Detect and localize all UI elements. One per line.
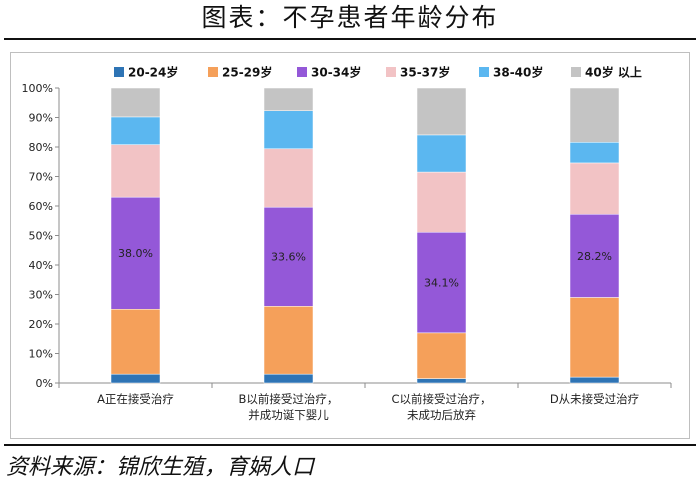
bar-segment [569, 142, 620, 164]
bar-segment [263, 148, 314, 208]
x-category-label: A正在接受治疗 [97, 392, 174, 406]
bar-segment [416, 87, 467, 136]
bar-segment [263, 87, 314, 111]
legend-label: 20-24岁 [128, 65, 178, 80]
x-category-label: C以前接受过治疗， [391, 392, 491, 406]
y-tick-label: 80% [29, 141, 53, 154]
y-tick-label: 70% [29, 171, 53, 184]
legend-label: 35-37岁 [400, 65, 450, 80]
legend-swatch [208, 67, 218, 77]
legend-label: 25-29岁 [222, 65, 272, 80]
bar-segment [569, 297, 620, 378]
y-tick-label: 30% [29, 289, 53, 302]
bar-segment [416, 171, 467, 233]
legend-swatch [479, 67, 489, 77]
page-title: 图表：不孕患者年龄分布 [201, 3, 499, 32]
legend-label: 40岁 以上 [585, 65, 642, 80]
bar-segment [416, 134, 467, 173]
y-tick-label: 20% [29, 318, 53, 331]
legend-swatch [386, 67, 396, 77]
y-tick-label: 60% [29, 200, 53, 213]
legend-label: 38-40岁 [493, 65, 543, 80]
x-category-label: D从未接受过治疗 [550, 392, 639, 406]
y-tick-label: 40% [29, 259, 53, 272]
data-label: 34.1% [424, 277, 459, 290]
bar-segment [110, 116, 161, 145]
chart-frame: 0% 10% 20% 30% 40% 50% 60% 70% 80% 90% 100% 38.0% A正… [10, 52, 690, 439]
stacked-bar-chart: 0% 10% 20% 30% 40% 50% 60% 70% 80% 90% 100% 38.0% A正… [22, 65, 672, 422]
bar-segment [110, 309, 161, 375]
legend-swatch [114, 67, 124, 77]
bar-segment [110, 144, 161, 198]
bar-segment [110, 87, 161, 118]
top-divider [4, 38, 696, 40]
bar-segment [569, 214, 620, 298]
bar-segment [569, 87, 620, 143]
x-category-label: B以前接受过治疗， [239, 392, 339, 406]
bar-segment [110, 373, 161, 384]
bar-segment [416, 332, 467, 379]
legend-label: 30-34岁 [311, 65, 361, 80]
bar-segment [263, 306, 314, 375]
y-tick-label: 10% [29, 348, 53, 361]
data-label: 33.6% [271, 251, 306, 264]
bar-segment [263, 110, 314, 150]
bar-segment [569, 162, 620, 215]
bottom-divider [4, 444, 696, 446]
data-label: 28.2% [577, 250, 612, 263]
bar-segment [416, 378, 467, 384]
source-note: 资料来源：锦欣生殖，育娲人口 [6, 455, 315, 480]
y-tick-label: 0% [36, 377, 53, 390]
data-label: 38.0% [118, 247, 153, 260]
bar-segment [569, 376, 620, 384]
y-tick-label: 100% [22, 82, 53, 95]
bar-segment [263, 373, 314, 384]
x-category-label: 并成功诞下婴儿 [248, 408, 329, 422]
x-category-label: 未成功后放弃 [407, 408, 476, 422]
legend-swatch [297, 67, 307, 77]
y-tick-label: 50% [29, 230, 53, 243]
legend-swatch [571, 67, 581, 77]
y-tick-label: 90% [29, 112, 53, 125]
